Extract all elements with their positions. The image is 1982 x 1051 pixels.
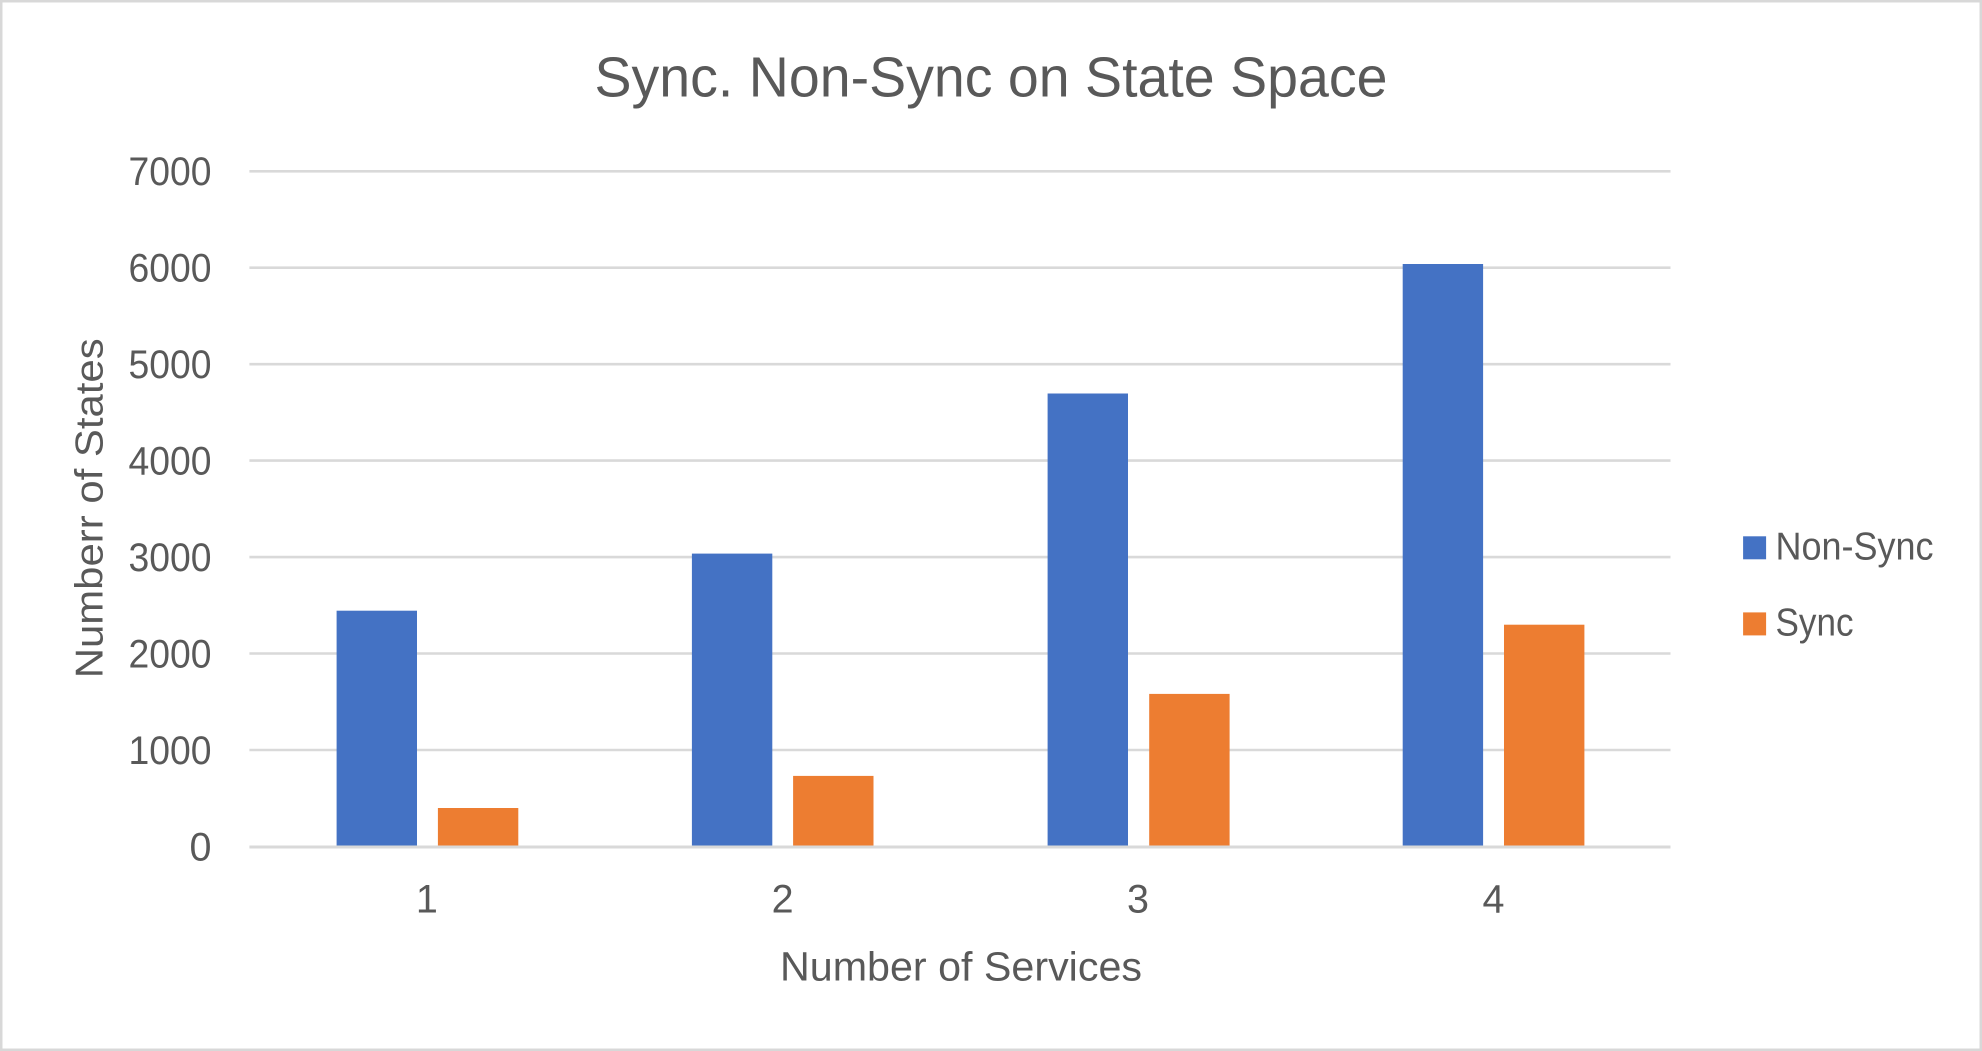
svg-text:1: 1	[416, 878, 438, 922]
svg-text:3: 3	[1127, 878, 1149, 922]
svg-text:4: 4	[1483, 878, 1505, 922]
svg-text:4000: 4000	[129, 439, 212, 483]
svg-text:Sync. Non-Sync on State Space: Sync. Non-Sync on State Space	[595, 46, 1388, 110]
svg-text:3000: 3000	[129, 536, 212, 580]
svg-text:5000: 5000	[129, 343, 212, 387]
svg-text:Numberr of States: Numberr of States	[69, 338, 112, 678]
svg-text:Sync: Sync	[1776, 602, 1854, 645]
svg-text:Number of Services: Number of Services	[780, 944, 1142, 990]
svg-text:0: 0	[190, 825, 212, 869]
svg-text:1000: 1000	[129, 729, 212, 773]
svg-text:6000: 6000	[129, 247, 212, 291]
svg-text:2: 2	[772, 878, 794, 922]
svg-text:2000: 2000	[129, 632, 212, 676]
svg-text:Non-Sync: Non-Sync	[1776, 526, 1934, 569]
svg-text:7000: 7000	[129, 150, 212, 194]
